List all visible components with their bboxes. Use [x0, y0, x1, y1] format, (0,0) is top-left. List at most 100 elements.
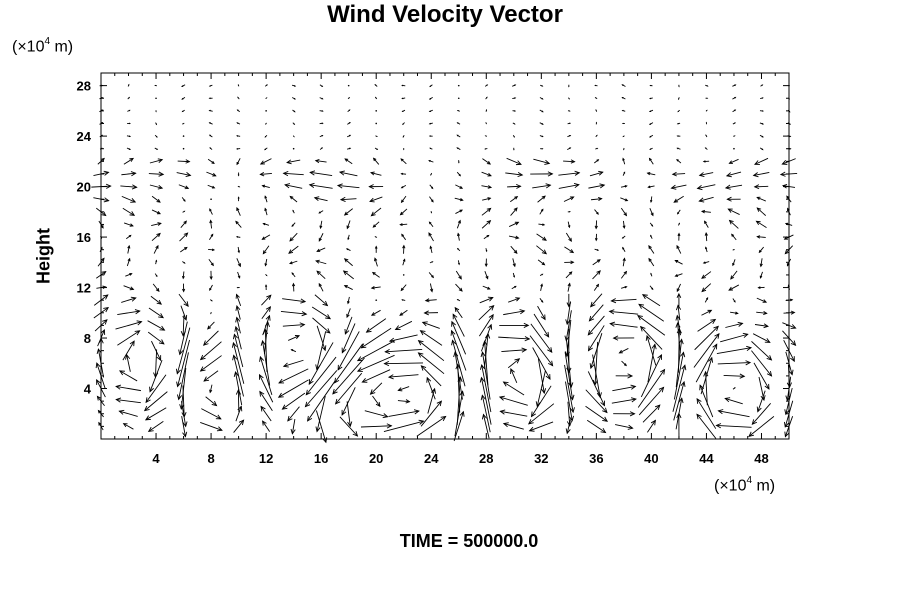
wind-vector [728, 284, 740, 291]
wind-vector [311, 306, 332, 320]
wind-vector [640, 353, 662, 398]
wind-vector [539, 273, 544, 276]
wind-vector [732, 387, 736, 390]
wind-vector [622, 171, 626, 176]
y-tick-label: 28 [77, 79, 91, 94]
wind-vector [319, 220, 323, 230]
wind-vector [96, 270, 107, 279]
wind-vector [319, 110, 324, 112]
wind-vector [588, 304, 604, 322]
wind-vector [154, 273, 158, 278]
wind-vector [346, 147, 352, 150]
wind-vector [182, 261, 186, 264]
wind-vector [289, 260, 298, 265]
wind-vector [457, 84, 460, 87]
wind-vector [387, 374, 419, 380]
wind-vector [429, 184, 434, 190]
wind-vector [339, 416, 359, 437]
wind-vector [539, 97, 544, 100]
wind-vector [209, 147, 213, 150]
wind-vector [308, 182, 333, 189]
wind-vector [506, 183, 522, 189]
wind-vector [592, 259, 601, 266]
wind-vector [646, 172, 656, 176]
wind-vector [759, 122, 765, 125]
wind-vector [537, 358, 547, 395]
wind-vector [233, 371, 243, 406]
wind-vector [755, 220, 767, 228]
wind-vector [182, 147, 185, 150]
wind-vector [540, 148, 544, 150]
wind-vector [429, 261, 434, 264]
wind-vector [125, 353, 131, 372]
wind-vector [478, 304, 495, 321]
wind-vector [485, 248, 488, 253]
wind-vector [510, 245, 518, 254]
wind-vector [365, 318, 387, 333]
wind-vector [611, 397, 637, 404]
wind-vector [564, 364, 575, 414]
wind-vector [566, 401, 573, 427]
wind-vector [126, 135, 132, 138]
wind-vector [181, 109, 185, 113]
wind-vector [292, 122, 296, 126]
wind-vector [312, 317, 331, 334]
wind-vector [622, 220, 626, 229]
x-tick-label: 44 [699, 451, 714, 466]
wind-vector [618, 348, 629, 354]
y-tick-label: 16 [77, 230, 91, 245]
wind-vector [716, 345, 753, 355]
wind-vector [537, 259, 546, 266]
wind-vector [207, 321, 215, 330]
wind-vector [282, 322, 306, 328]
wind-vector [206, 171, 217, 177]
wind-vector [360, 327, 392, 349]
wind-vector [209, 208, 213, 215]
wind-vector [620, 185, 628, 188]
wind-vector [536, 233, 547, 241]
wind-vector [587, 371, 605, 407]
wind-vector [637, 314, 666, 336]
wind-vector [620, 207, 628, 217]
wind-vector [143, 391, 168, 412]
y-tick-label: 12 [77, 281, 91, 296]
wind-vector [341, 323, 356, 354]
wind-vector [671, 171, 686, 177]
wind-vector [97, 157, 105, 165]
wind-vector [375, 122, 378, 125]
wind-vector [388, 334, 418, 343]
wind-vector [334, 372, 363, 405]
wind-vector [758, 246, 764, 254]
wind-vector [537, 195, 546, 203]
wind-vector [374, 245, 378, 253]
wind-vector [726, 196, 741, 202]
wind-vector [677, 109, 681, 113]
wind-vector [281, 392, 306, 410]
wind-vector [318, 282, 324, 292]
wind-vector [306, 381, 336, 422]
wind-vector [181, 271, 185, 280]
wind-vector [292, 209, 295, 214]
wind-vector [751, 341, 773, 361]
wind-vector [457, 232, 460, 241]
wind-vector [533, 158, 551, 165]
wind-vector [481, 207, 492, 216]
y-tick-label: 4 [84, 382, 92, 397]
wind-vector [585, 389, 608, 414]
wind-vector [481, 413, 490, 439]
x-tick-label: 24 [424, 451, 439, 466]
wind-vector [485, 121, 487, 125]
wind-vector [784, 387, 793, 416]
wind-vector [564, 310, 572, 342]
wind-vector [456, 171, 461, 177]
wind-vector [181, 283, 186, 293]
wind-vector [207, 158, 215, 165]
x-tick-label: 36 [589, 451, 603, 466]
wind-vector [332, 357, 365, 395]
wind-vector [705, 84, 709, 87]
wind-vector [621, 84, 626, 87]
wind-vector [622, 246, 626, 252]
wind-vector [787, 147, 792, 150]
wind-vector [608, 309, 639, 315]
